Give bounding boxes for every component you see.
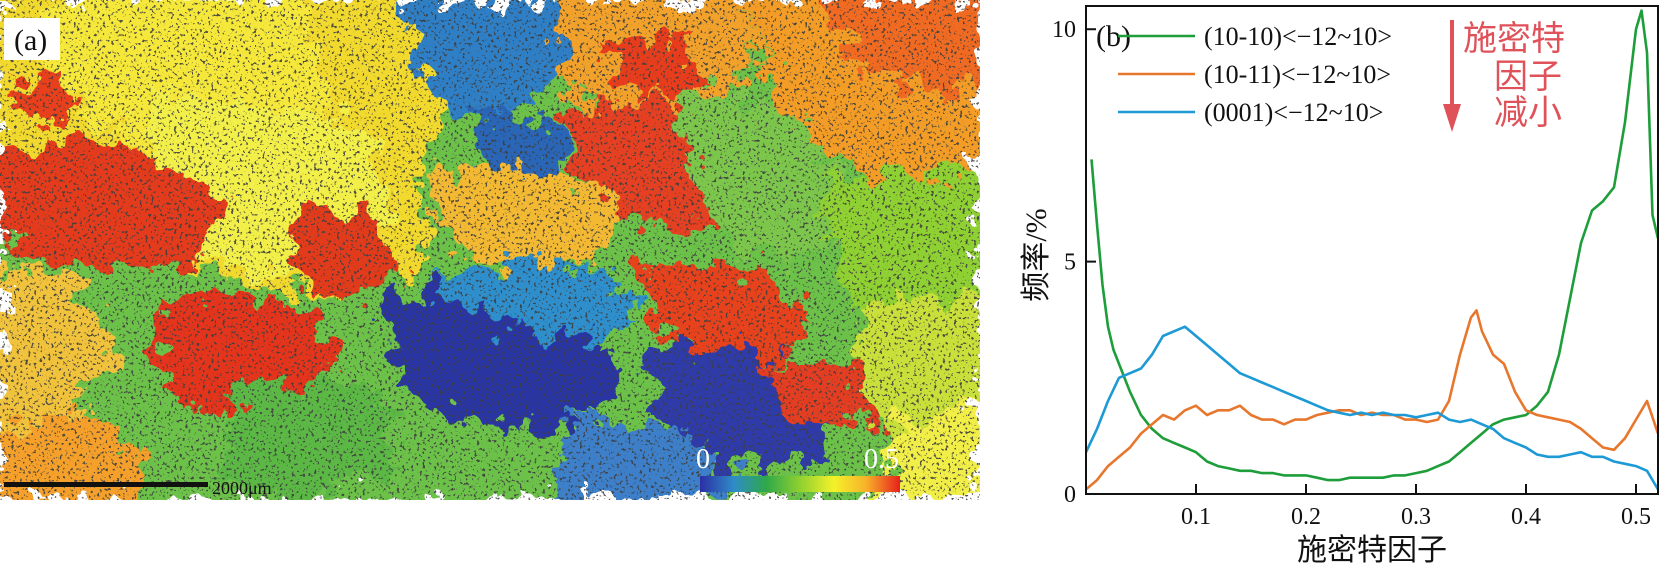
y-tick-label: 10 bbox=[1052, 17, 1076, 43]
y-tick-label: 5 bbox=[1064, 250, 1076, 276]
annotation: 施密特 因子 减小 bbox=[1443, 19, 1565, 133]
schmid-factor-map-panel: (a) 2000μm 0 0.5 bbox=[0, 0, 980, 500]
series-layer bbox=[1086, 9, 1658, 491]
annotation-line-3: 减小 bbox=[1494, 93, 1562, 133]
annotation-line-2: 因子 bbox=[1494, 57, 1562, 97]
panel-a-label: (a) bbox=[14, 24, 47, 57]
decrease-arrow-head bbox=[1443, 104, 1461, 132]
annotation-line-1: 施密特 bbox=[1463, 19, 1565, 59]
x-tick-label: 0.4 bbox=[1511, 504, 1541, 530]
x-tick-label: 0.2 bbox=[1291, 504, 1321, 530]
legend-label-1: (10-10)<−12~10> bbox=[1204, 22, 1392, 51]
colorbar-min-label: 0 bbox=[696, 444, 710, 475]
panel-a-label-box bbox=[4, 18, 60, 60]
schmid-factor-chart-panel: 0.1 0.2 0.3 0.4 0.5 0 5 10 (b) (10-10)<−12~10>(… bbox=[1000, 0, 1667, 573]
x-tick-label: 0.5 bbox=[1621, 504, 1651, 530]
schmid-factor-map: (a) 2000μm 0 0.5 bbox=[0, 0, 980, 500]
x-tick-label: 0.1 bbox=[1181, 504, 1211, 530]
plot-frame bbox=[1085, 5, 1659, 495]
colorbar bbox=[700, 476, 900, 492]
series-line-1 bbox=[1090, 9, 1658, 482]
tick-layer: 0.1 0.2 0.3 0.4 0.5 0 5 10 bbox=[1052, 17, 1651, 530]
y-axis-title: 频率/% bbox=[1020, 208, 1053, 301]
scale-bar-label: 2000μm bbox=[212, 478, 272, 498]
y-tick-label: 0 bbox=[1064, 482, 1076, 508]
series-line-3 bbox=[1086, 325, 1658, 491]
legend-label-2: (10-11)<−12~10> bbox=[1204, 60, 1391, 89]
colorbar-max-label: 0.5 bbox=[864, 444, 899, 475]
legend-label-3: (0001)<−12~10> bbox=[1204, 98, 1383, 127]
series-line-2 bbox=[1086, 309, 1658, 491]
x-axis-title: 施密特因子 bbox=[1297, 534, 1447, 567]
x-tick-label: 0.3 bbox=[1401, 504, 1431, 530]
scale-bar bbox=[4, 482, 208, 487]
legend: (10-10)<−12~10> (10-11)<−12~10> (0001)<−12… bbox=[1118, 22, 1392, 127]
